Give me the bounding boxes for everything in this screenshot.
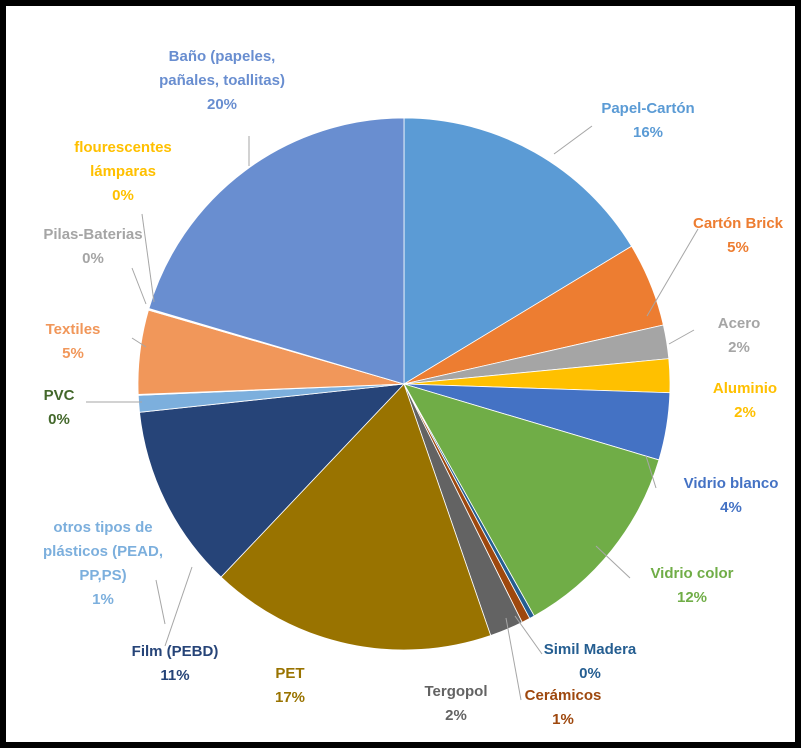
data-label-name: PET: [275, 665, 304, 682]
data-label-name: Tergopol: [424, 683, 487, 700]
data-label-percent: 5%: [62, 345, 84, 362]
data-label-percent: 1%: [552, 711, 574, 728]
data-label-percent: 5%: [727, 239, 749, 256]
data-label: Vidrio blanco 4%: [684, 475, 779, 516]
pie-slice-pet: [220, 383, 492, 651]
data-label: Cerámicos 1%: [525, 687, 602, 728]
data-label: Tergopol 2%: [424, 683, 487, 724]
data-label-name: Aluminio: [713, 380, 777, 397]
data-label: Baño (papeles, pañales, toallitas) 20%: [159, 48, 285, 113]
data-label-percent: 12%: [677, 589, 707, 606]
pie-slice-film-pebd-: [139, 383, 406, 578]
data-label-name: Cerámicos: [525, 687, 602, 704]
leader-line: [595, 545, 631, 579]
leader-line: [164, 566, 193, 647]
data-label-name: Cartón Brick: [693, 215, 784, 232]
data-label-name: Textiles: [46, 321, 101, 338]
leader-line: [646, 228, 699, 317]
leader-line: [553, 125, 593, 155]
data-label: Film (PEBD) 11%: [132, 643, 219, 684]
pie-slice-papel-cartón: [403, 117, 633, 385]
data-label-name: Film (PEBD): [132, 643, 219, 660]
leader-line: [131, 267, 147, 305]
leader-line: [514, 615, 543, 655]
data-label-name: Papel-Cartón: [601, 100, 694, 117]
data-label-name: pañales, toallitas): [159, 72, 285, 89]
data-label-name: Vidrio blanco: [684, 475, 779, 492]
data-label-name: flourescentes: [74, 139, 172, 156]
data-label: Textiles 5%: [46, 321, 101, 362]
leader-line: [645, 455, 657, 489]
data-label: Vidrio color 12%: [650, 565, 733, 606]
data-label-name: PVC: [44, 387, 75, 404]
data-label-name: otros tipos de: [53, 519, 152, 536]
data-label-name: Pilas-Baterias: [43, 226, 142, 243]
data-label-percent: 0%: [579, 665, 601, 682]
pie-chart: Papel-Cartón 16%Cartón Brick 5%Acero 2%Alum…: [43, 48, 784, 728]
data-label-name: PP,PS): [79, 567, 126, 584]
data-label-name: Simil Madera: [544, 641, 637, 658]
data-label: Acero 2%: [718, 315, 761, 356]
leader-line: [505, 617, 522, 701]
leader-line: [155, 579, 166, 625]
data-label-name: Acero: [718, 315, 761, 332]
data-label: otros tipos de plásticos (PEAD, PP,PS) 1%: [43, 519, 163, 608]
data-label-percent: 2%: [445, 707, 467, 724]
data-label: Papel-Cartón 16%: [601, 100, 694, 141]
data-label: Pilas-Baterias 0%: [43, 226, 142, 267]
leader-line: [668, 329, 695, 345]
data-label-name: Baño (papeles,: [169, 48, 276, 65]
data-label-percent: 20%: [207, 96, 237, 113]
data-label-percent: 0%: [48, 411, 70, 428]
data-label-percent: 0%: [112, 187, 134, 204]
data-label-percent: 1%: [92, 591, 114, 608]
pie-slice-baño-papeles-pañales-toallitas-: [148, 117, 405, 385]
data-label: PET 17%: [275, 665, 305, 706]
data-label-percent: 2%: [734, 404, 756, 421]
data-label: Cartón Brick 5%: [693, 215, 784, 256]
data-label-percent: 11%: [160, 667, 189, 684]
data-label-percent: 2%: [728, 339, 750, 356]
data-label-name: Vidrio color: [650, 565, 733, 582]
data-label: flourescentes lámparas 0%: [74, 139, 172, 204]
data-label: PVC 0%: [44, 387, 75, 428]
data-label: Aluminio 2%: [713, 380, 777, 421]
data-label-name: plásticos (PEAD,: [43, 543, 163, 560]
data-label-percent: 16%: [633, 124, 663, 141]
data-label-percent: 17%: [275, 689, 305, 706]
data-label-percent: 4%: [720, 499, 742, 516]
data-label-percent: 0%: [82, 250, 104, 267]
data-label-name: lámparas: [90, 163, 156, 180]
pie-slice-vidrio-color: [403, 383, 660, 617]
data-label: Simil Madera 0%: [544, 641, 637, 682]
leader-line: [141, 213, 155, 303]
leader-line: [131, 337, 147, 348]
